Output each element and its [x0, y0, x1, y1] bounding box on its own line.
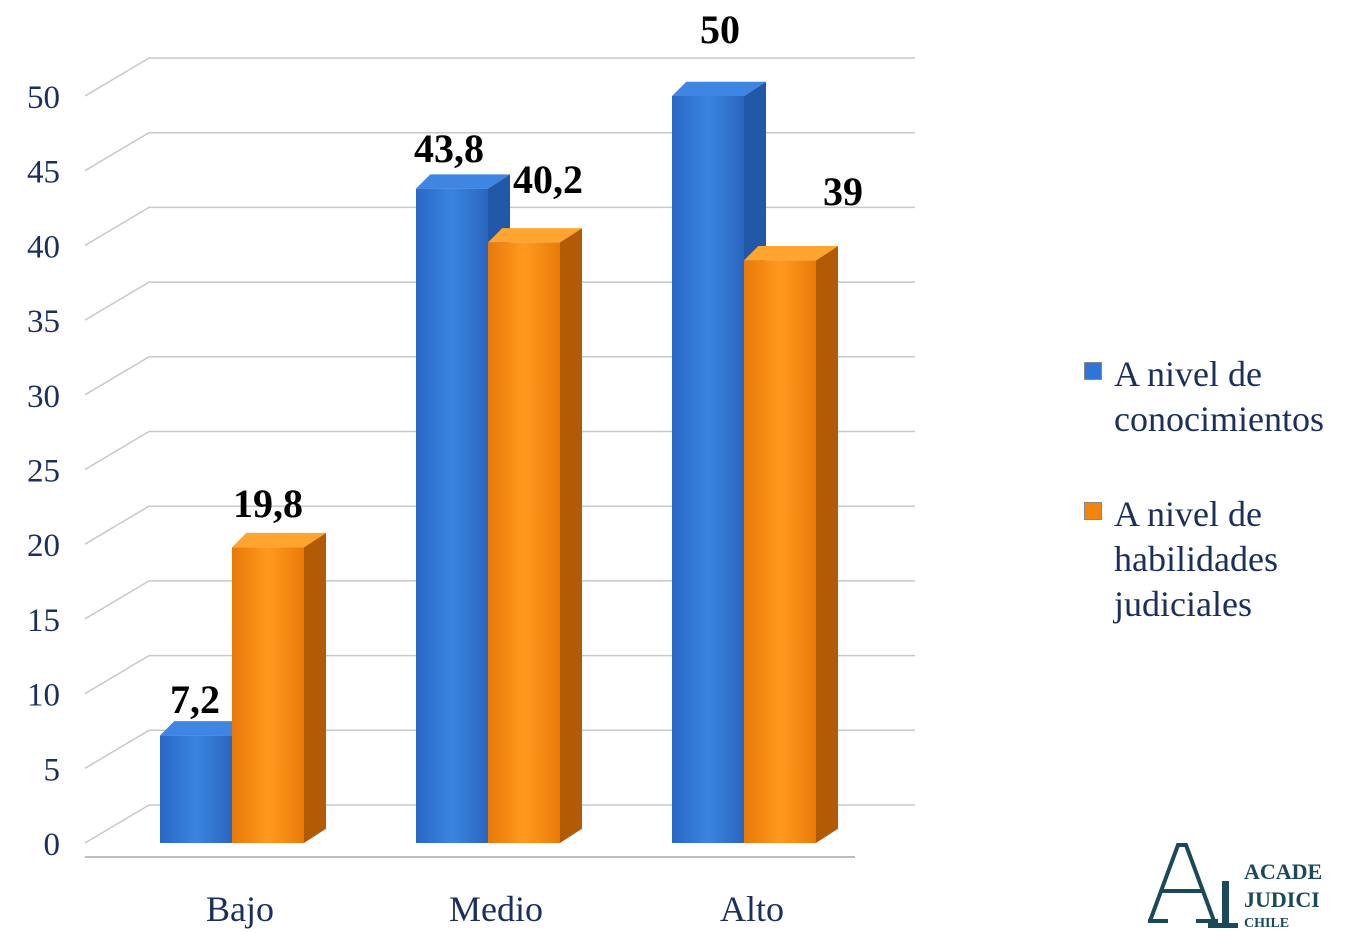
x-category-label: Bajo: [206, 889, 274, 929]
gridline: [84, 132, 150, 172]
gridline: [84, 804, 150, 844]
logo-text-line2: JUDICI: [1244, 887, 1320, 912]
legend-swatch-orange: [1084, 502, 1102, 520]
gridline: [84, 430, 150, 471]
y-tick-label: 50: [27, 80, 60, 116]
bars: [160, 81, 838, 844]
y-tick-label: 20: [27, 528, 60, 564]
data-labels: 7,2 19,8 43,8 40,2 50 39: [170, 7, 863, 722]
gridline: [84, 356, 150, 396]
logo-mark-icon: ACADE JUDICI CHILE: [1148, 843, 1322, 931]
bar-front: [160, 735, 232, 843]
gridline: [84, 505, 150, 545]
y-tick-label: 45: [27, 155, 60, 191]
bar-top: [672, 81, 766, 96]
bar-top: [160, 721, 254, 736]
legend: A nivel de conocimientos A nivel de habi…: [1084, 352, 1354, 677]
bar-top: [232, 532, 326, 548]
bar-front: [488, 242, 560, 844]
academia-logo: ACADE JUDICI CHILE: [1148, 843, 1358, 933]
data-label: 19,8: [233, 481, 303, 526]
legend-label-line: habilidades: [1114, 539, 1278, 579]
bar-top: [744, 246, 838, 261]
bar-side: [560, 228, 582, 843]
bar-front: [744, 260, 816, 844]
legend-label-line: judiciales: [1114, 584, 1252, 624]
bar-side: [816, 246, 838, 844]
gridline: [84, 654, 150, 695]
x-axis-categories: Bajo Medio Alto: [206, 889, 784, 929]
gridline: [84, 57, 150, 97]
bar: [488, 228, 582, 844]
bar: [744, 246, 838, 844]
bar: [232, 532, 326, 843]
legend-swatch-blue: [1084, 362, 1102, 380]
bar-side: [304, 532, 326, 843]
x-category-label: Medio: [449, 889, 543, 929]
y-tick-label: 35: [27, 304, 60, 340]
legend-label-line: A nivel de: [1114, 494, 1262, 534]
y-tick-label: 40: [27, 229, 60, 265]
data-label: 50: [700, 7, 740, 52]
bar-front: [672, 96, 744, 843]
bar-top: [416, 174, 510, 189]
y-tick-label: 0: [44, 827, 61, 863]
gridline: [84, 281, 150, 321]
legend-item-conocimientos: A nivel de conocimientos: [1084, 352, 1354, 442]
data-label: 7,2: [170, 677, 220, 722]
data-label: 43,8: [414, 126, 484, 171]
gridline: [84, 729, 150, 769]
x-category-label: Alto: [720, 889, 784, 929]
data-label: 39: [823, 169, 863, 214]
gridline: [84, 580, 150, 620]
bar-front: [232, 547, 304, 843]
legend-label-line: conocimientos: [1114, 399, 1324, 439]
logo-text-line3: CHILE: [1244, 916, 1289, 931]
gridline: [84, 206, 150, 247]
y-tick-label: 10: [27, 678, 60, 714]
legend-item-habilidades: A nivel de habilidades judiciales: [1084, 492, 1354, 627]
y-tick-label: 30: [27, 379, 60, 415]
logo-text-line1: ACADE: [1244, 859, 1322, 884]
bar-front: [416, 188, 488, 844]
data-label: 40,2: [513, 157, 583, 202]
y-axis-ticks: 0 5 10 15 20 25 30 35 40 45 50: [27, 80, 60, 863]
y-tick-label: 5: [44, 752, 61, 788]
legend-label-line: A nivel de: [1114, 354, 1262, 394]
y-tick-label: 25: [27, 454, 60, 490]
bar-top: [488, 228, 582, 243]
y-tick-label: 15: [27, 603, 60, 639]
